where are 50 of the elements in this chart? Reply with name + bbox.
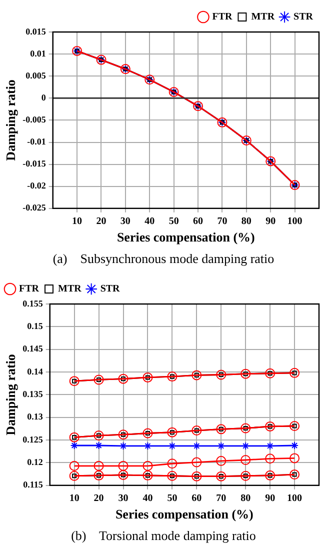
y-tick-label: 0.135 [22, 389, 44, 400]
y-tick-label: -0.02 [27, 180, 46, 191]
x-tick-label: 10 [69, 492, 80, 504]
y-tick-label: -0.005 [22, 114, 46, 125]
y-tick-label: 0.12 [27, 457, 44, 468]
x-tick-label: 30 [118, 492, 128, 504]
y-tick-label: 0.01 [30, 48, 46, 58]
x-tick-label: 90 [266, 216, 276, 227]
x-axis-title: Series compensation (%) [116, 230, 255, 245]
y-tick-label: 0.115 [23, 480, 44, 490]
x-tick-label: 30 [120, 216, 130, 227]
x-tick-label: 80 [240, 492, 251, 504]
x-tick-label: 10 [72, 216, 82, 227]
x-axis-title: Series compensation (%) [115, 506, 254, 522]
legend-label: MTR [58, 284, 82, 295]
y-tick-label: -0.01 [27, 136, 46, 147]
x-tick-label: 40 [142, 492, 153, 504]
x-tick-label: 90 [265, 492, 276, 504]
x-tick-label: 70 [216, 492, 226, 504]
x-tick-label: 100 [287, 216, 302, 227]
legend-label: STR [100, 284, 121, 295]
y-tick-label: 0.125 [22, 434, 44, 444]
x-tick-label: 50 [167, 492, 178, 504]
text: (a) Subsynchronous mode damping ratio [52, 250, 276, 268]
x-tick-label: 40 [144, 216, 155, 227]
y-tick-label: 0.145 [22, 344, 44, 354]
y-tick-label: 0.015 [26, 26, 46, 36]
y-tick-label: 0.15 [27, 321, 44, 332]
x-tick-label: 20 [96, 216, 106, 227]
x-tick-label: 60 [193, 216, 204, 227]
legend-label: MTR [251, 12, 276, 23]
y-tick-label: -0.025 [22, 202, 46, 213]
x-tick-label: 100 [287, 492, 302, 504]
y-tick-label: 0.155 [22, 298, 44, 308]
y-tick-label: 0.14 [27, 366, 44, 376]
y-axis-title: Damping ratio [3, 354, 18, 436]
x-tick-label: 60 [192, 492, 202, 504]
legend-label: STR [294, 12, 314, 23]
legend-label: FTR [19, 284, 40, 295]
text: (b) Torsional mode damping ratio [70, 527, 257, 545]
legend-label: FTR [212, 12, 233, 23]
y-tick-label: 0 [41, 92, 46, 102]
y-axis-title: Damping ratio [3, 80, 18, 161]
x-tick-label: 80 [241, 216, 252, 227]
x-tick-label: 70 [217, 216, 228, 227]
y-tick-label: -0.015 [22, 158, 46, 169]
x-tick-label: 20 [94, 492, 104, 504]
x-tick-label: 50 [168, 216, 179, 227]
y-tick-label: 0.005 [26, 70, 46, 80]
y-tick-label: 0.13 [27, 412, 44, 422]
